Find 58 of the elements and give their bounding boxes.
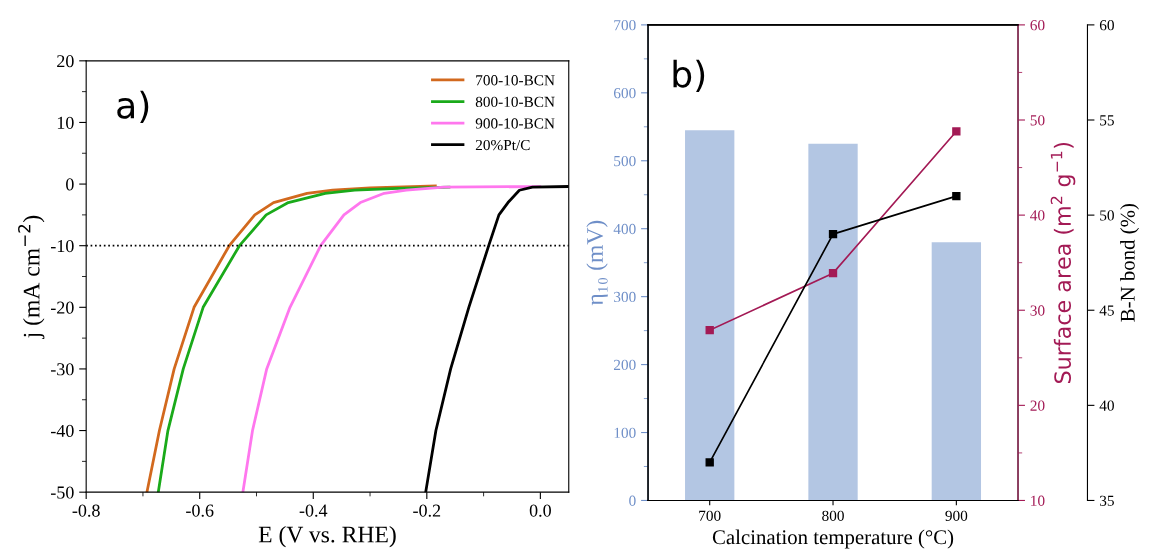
point xyxy=(828,229,838,239)
y3-tick-label: 50 xyxy=(1100,210,1114,221)
y3-tick-label: 60 xyxy=(1099,20,1114,31)
bar xyxy=(808,143,858,501)
y2-axis-title: Surface area (m$^{2}$ g$^{−1}$) xyxy=(1050,142,1076,383)
x-tick-label: 900 xyxy=(945,510,968,521)
x-tick-label: -0.8 xyxy=(72,504,100,517)
x-tick-label: 0.0 xyxy=(529,504,551,517)
y-tick-label: 400 xyxy=(613,223,636,235)
x-tick-label: -0.6 xyxy=(186,504,214,517)
y2-tick-label: 10 xyxy=(1031,495,1045,506)
y-tick-label: 0 xyxy=(629,495,636,506)
y-tick-label: -50 xyxy=(50,486,74,499)
y-tick-label: 100 xyxy=(614,427,636,438)
y3-tick-label: 35 xyxy=(1099,495,1114,506)
y2-tick-label: 30 xyxy=(1030,305,1045,316)
y3-tick-label: 40 xyxy=(1099,400,1114,411)
y3-axis-title: B-N bond (%) xyxy=(1120,203,1139,322)
y-tick-label: 200 xyxy=(613,359,636,371)
legend-label: 20%Pt/C xyxy=(475,139,530,151)
point xyxy=(828,268,838,278)
y2-tick-label: 50 xyxy=(1030,115,1045,126)
x-axis-title: Calcination temperature (°C) xyxy=(712,529,954,549)
bar xyxy=(685,130,735,501)
x-axis-title: E (V vs. RHE) xyxy=(258,525,396,548)
x-tick-label: -0.4 xyxy=(299,504,328,517)
y-tick-label: 0 xyxy=(66,178,74,191)
annotation: b) xyxy=(673,59,705,92)
y2-tick-label: 20 xyxy=(1030,400,1045,411)
x-tick-label: 700 xyxy=(699,510,721,521)
y-tick-label: 600 xyxy=(613,87,636,99)
y2-tick-label: 40 xyxy=(1030,210,1045,221)
y2-tick-label: 60 xyxy=(1030,20,1045,31)
y-axis-title: j (mA cm$^{−2}$) xyxy=(18,215,45,340)
x-tick-label: 800 xyxy=(822,510,844,521)
bar xyxy=(931,242,982,501)
y-tick-label: 20 xyxy=(57,55,74,68)
legend-label: 900-10-BCN xyxy=(475,118,555,129)
y-tick-label: 700 xyxy=(614,20,636,31)
y-tick-label: -40 xyxy=(50,424,74,437)
point xyxy=(705,458,714,467)
annotation: a) xyxy=(117,90,149,123)
y-axis-title: η₁₀ (mV) xyxy=(586,220,608,306)
y-tick-label: -10 xyxy=(50,239,74,253)
point xyxy=(952,191,961,201)
point xyxy=(952,127,961,136)
line-series xyxy=(241,185,542,493)
y-tick-label: -20 xyxy=(50,301,74,314)
y-tick-label: 500 xyxy=(614,155,636,167)
point xyxy=(705,326,714,335)
legend-label: 700-10-BCN xyxy=(476,75,555,86)
legend-label: 800-10-BCN xyxy=(475,96,555,108)
y3-tick-label: 45 xyxy=(1099,305,1114,316)
y-tick-label: 300 xyxy=(614,291,636,303)
y-tick-label: 10 xyxy=(57,116,74,129)
y3-tick-label: 55 xyxy=(1100,115,1114,126)
x-tick-label: -0.2 xyxy=(413,504,441,517)
y-tick-label: -30 xyxy=(50,363,74,376)
